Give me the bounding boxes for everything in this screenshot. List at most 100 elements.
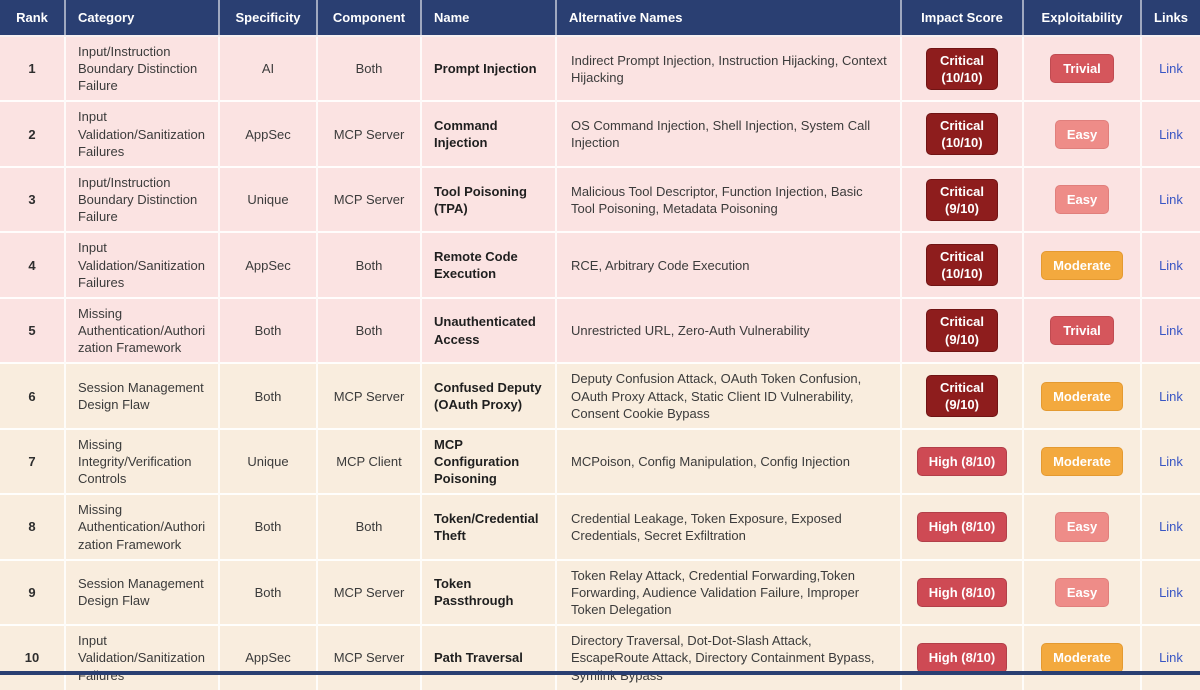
table-row: 1 Input/Instruction Boundary Distinction… bbox=[0, 34, 1200, 102]
exploitability-cell: Easy bbox=[1023, 100, 1142, 167]
column-header-alternative-names: Alternative Names bbox=[556, 0, 902, 37]
links-cell: Link bbox=[1141, 165, 1200, 233]
table-row: 5 Missing Authentication/Authorization F… bbox=[0, 296, 1200, 364]
exploitability-cell: Trivial bbox=[1023, 296, 1142, 364]
column-header-exploitability: Exploitability bbox=[1023, 0, 1142, 37]
link[interactable]: Link bbox=[1159, 453, 1183, 469]
rank-cell: 7 bbox=[0, 427, 66, 495]
impact-score-cell: Critical (9/10) bbox=[901, 362, 1024, 429]
table-header: Rank Category Specificity Component Name… bbox=[0, 0, 1200, 37]
specificity-cell: AI bbox=[219, 34, 318, 102]
impact-score-cell: Critical (10/10) bbox=[901, 100, 1024, 167]
impact-badge: High (8/10) bbox=[916, 643, 1008, 673]
rank-cell: 1 bbox=[0, 34, 66, 102]
name-cell: Command Injection bbox=[421, 100, 557, 167]
link[interactable]: Link bbox=[1159, 519, 1183, 535]
impact-score-cell: High (8/10) bbox=[901, 558, 1024, 626]
component-cell: Both bbox=[317, 34, 422, 102]
component-cell: Both bbox=[317, 231, 422, 298]
table-row: 6 Session Management Design Flaw Both MC… bbox=[0, 362, 1200, 429]
specificity-cell: Both bbox=[219, 558, 318, 626]
links-cell: Link bbox=[1141, 231, 1200, 298]
impact-badge: Critical (10/10) bbox=[925, 47, 999, 90]
impact-badge: Critical (10/10) bbox=[925, 113, 999, 156]
link[interactable]: Link bbox=[1159, 388, 1183, 404]
links-cell: Link bbox=[1141, 34, 1200, 102]
component-cell: MCP Client bbox=[317, 427, 422, 495]
impact-score-cell: Critical (10/10) bbox=[901, 231, 1024, 298]
alternative-names-cell: Credential Leakage, Token Exposure, Expo… bbox=[556, 493, 902, 560]
link[interactable]: Link bbox=[1159, 126, 1183, 142]
rank-cell: 9 bbox=[0, 558, 66, 626]
component-cell: MCP Server bbox=[317, 362, 422, 429]
alternative-names-cell: Indirect Prompt Injection, Instruction H… bbox=[556, 34, 902, 102]
category-cell: Input Validation/Sanitization Failures bbox=[65, 231, 220, 298]
exploitability-badge: Moderate bbox=[1041, 250, 1123, 280]
table-row: 7 Missing Integrity/Verification Control… bbox=[0, 427, 1200, 495]
name-cell: Remote Code Execution bbox=[421, 231, 557, 298]
category-cell: Missing Integrity/Verification Controls bbox=[65, 427, 220, 495]
exploitability-cell: Moderate bbox=[1023, 231, 1142, 298]
specificity-cell: AppSec bbox=[219, 624, 318, 690]
table-row: 4 Input Validation/Sanitization Failures… bbox=[0, 231, 1200, 298]
links-cell: Link bbox=[1141, 624, 1200, 690]
column-header-name: Name bbox=[421, 0, 557, 37]
rank-cell: 2 bbox=[0, 100, 66, 167]
alternative-names-cell: OS Command Injection, Shell Injection, S… bbox=[556, 100, 902, 167]
exploitability-badge: Moderate bbox=[1041, 643, 1123, 673]
rank-cell: 4 bbox=[0, 231, 66, 298]
link[interactable]: Link bbox=[1159, 650, 1183, 666]
column-header-component: Component bbox=[317, 0, 422, 37]
component-cell: Both bbox=[317, 296, 422, 364]
column-header-specificity: Specificity bbox=[219, 0, 318, 37]
rank-cell: 5 bbox=[0, 296, 66, 364]
link[interactable]: Link bbox=[1159, 323, 1183, 339]
name-cell: Token/Credential Theft bbox=[421, 493, 557, 560]
category-cell: Missing Authentication/Authorization Fra… bbox=[65, 493, 220, 560]
rank-cell: 6 bbox=[0, 362, 66, 429]
exploitability-badge: Moderate bbox=[1041, 381, 1123, 411]
name-cell: MCP Configuration Poisoning bbox=[421, 427, 557, 495]
link[interactable]: Link bbox=[1159, 584, 1183, 600]
impact-score-cell: Critical (9/10) bbox=[901, 296, 1024, 364]
alternative-names-cell: Directory Traversal, Dot-Dot-Slash Attac… bbox=[556, 624, 902, 690]
exploitability-cell: Trivial bbox=[1023, 34, 1142, 102]
category-cell: Missing Authentication/Authorization Fra… bbox=[65, 296, 220, 364]
links-cell: Link bbox=[1141, 296, 1200, 364]
impact-badge: Critical (9/10) bbox=[925, 309, 999, 352]
component-cell: Both bbox=[317, 493, 422, 560]
link[interactable]: Link bbox=[1159, 192, 1183, 208]
links-cell: Link bbox=[1141, 100, 1200, 167]
exploitability-cell: Easy bbox=[1023, 165, 1142, 233]
link[interactable]: Link bbox=[1159, 257, 1183, 273]
impact-score-cell: High (8/10) bbox=[901, 493, 1024, 560]
category-cell: Input Validation/Sanitization Failures bbox=[65, 100, 220, 167]
name-cell: Unauthenticated Access bbox=[421, 296, 557, 364]
impact-score-cell: Critical (9/10) bbox=[901, 165, 1024, 233]
exploitability-cell: Easy bbox=[1023, 493, 1142, 560]
impact-badge: High (8/10) bbox=[916, 577, 1008, 608]
component-cell: MCP Server bbox=[317, 165, 422, 233]
exploitability-badge: Easy bbox=[1054, 577, 1110, 608]
alternative-names-cell: Token Relay Attack, Credential Forwardin… bbox=[556, 558, 902, 626]
name-cell: Confused Deputy (OAuth Proxy) bbox=[421, 362, 557, 429]
category-cell: Input Validation/Sanitization Failures bbox=[65, 624, 220, 690]
alternative-names-cell: Unrestricted URL, Zero-Auth Vulnerabilit… bbox=[556, 296, 902, 364]
exploitability-cell: Moderate bbox=[1023, 427, 1142, 495]
category-cell: Input/Instruction Boundary Distinction F… bbox=[65, 165, 220, 233]
exploitability-badge: Easy bbox=[1054, 119, 1110, 149]
impact-badge: Critical (9/10) bbox=[925, 178, 999, 221]
specificity-cell: Unique bbox=[219, 427, 318, 495]
category-cell: Session Management Design Flaw bbox=[65, 362, 220, 429]
impact-badge: High (8/10) bbox=[916, 446, 1008, 477]
impact-score-cell: High (8/10) bbox=[901, 427, 1024, 495]
specificity-cell: AppSec bbox=[219, 100, 318, 167]
rank-cell: 10 bbox=[0, 624, 66, 690]
specificity-cell: Both bbox=[219, 493, 318, 560]
table-row: 8 Missing Authentication/Authorization F… bbox=[0, 493, 1200, 560]
link[interactable]: Link bbox=[1159, 61, 1183, 77]
specificity-cell: AppSec bbox=[219, 231, 318, 298]
bottom-divider-bar bbox=[0, 671, 1200, 675]
column-header-links: Links bbox=[1141, 0, 1200, 37]
